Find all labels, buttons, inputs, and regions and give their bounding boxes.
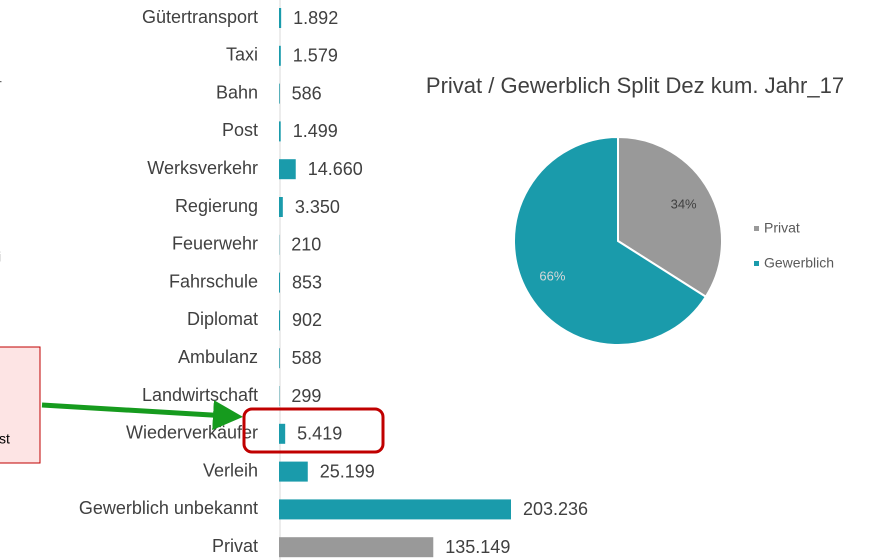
slice-label: 66% — [539, 269, 565, 284]
category-label: Fahrschule — [169, 271, 258, 291]
clipped-text: i — [0, 249, 1, 265]
category-label: Diplomat — [187, 309, 258, 329]
value-label: 1.499 — [293, 121, 338, 141]
value-label: 203.236 — [523, 499, 588, 519]
category-label: Post — [222, 120, 258, 140]
clipped-text: r — [0, 76, 2, 92]
bar — [279, 8, 282, 28]
value-label: 210 — [291, 235, 321, 255]
category-label: Privat — [212, 536, 258, 556]
legend-swatch — [754, 226, 759, 231]
category-label: Verleih — [203, 460, 258, 480]
legend-label: Privat — [764, 220, 800, 236]
category-label: Wiederverkäufer — [126, 423, 258, 443]
bar — [279, 272, 280, 293]
category-label: Gewerblich unbekannt — [79, 498, 258, 518]
value-label: 586 — [292, 83, 322, 103]
value-label: 25.199 — [320, 461, 375, 481]
legend-swatch — [754, 261, 759, 266]
highlight-box — [242, 407, 385, 454]
value-label: 853 — [292, 272, 322, 292]
value-label: 1.892 — [293, 8, 338, 28]
category-label: Taxi — [226, 45, 258, 65]
bar — [279, 121, 281, 142]
callout-box — [0, 346, 41, 464]
legend-label: Gewerblich — [764, 255, 834, 271]
bar — [279, 348, 280, 369]
bar-chart: Gütertransport 1.892 Taxi 1.579 Bahn 586 Post 1… — [79, 7, 588, 558]
value-label: 902 — [292, 310, 322, 330]
bar — [279, 310, 281, 331]
pie-title: Privat / Gewerblich Split Dez kum. Jahr_… — [425, 73, 845, 98]
value-label: 5.419 — [297, 424, 342, 444]
arrow — [41, 400, 243, 431]
pie-chart: 34% 66% Privat Gewerblich — [513, 135, 834, 346]
value-label: 1.579 — [293, 46, 338, 66]
value-label: 3.350 — [295, 197, 340, 217]
pie-slice — [513, 135, 708, 346]
bar — [279, 45, 281, 66]
category-label: Regierung — [175, 196, 258, 216]
category-label: Landwirtschaft — [142, 385, 258, 405]
bar — [279, 499, 511, 520]
category-label: Werksverkehr — [147, 158, 258, 178]
value-label: 299 — [291, 386, 321, 406]
bar — [279, 461, 308, 482]
bar — [279, 159, 296, 180]
clipped-text: st — [0, 431, 10, 447]
category-label: Gütertransport — [142, 7, 258, 27]
slice-label: 34% — [671, 196, 697, 211]
bar — [279, 197, 283, 217]
bar — [279, 537, 434, 558]
bar — [279, 83, 280, 104]
bar — [279, 423, 286, 444]
category-label: Bahn — [216, 82, 258, 102]
category-label: Feuerwehr — [172, 234, 258, 254]
value-label: 14.660 — [308, 159, 363, 179]
category-label: Ambulanz — [178, 347, 258, 367]
value-label: 588 — [292, 348, 322, 368]
value-label: 135.149 — [445, 537, 510, 557]
